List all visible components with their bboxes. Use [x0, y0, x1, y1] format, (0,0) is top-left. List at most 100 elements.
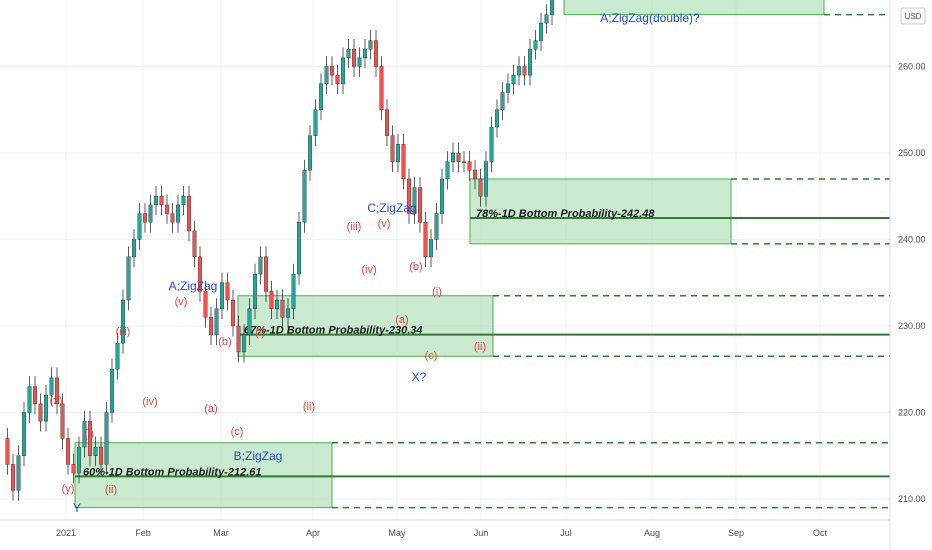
candle-body — [65, 438, 70, 465]
candle-body — [214, 308, 219, 335]
candle-body — [473, 170, 478, 180]
y-tick-label: 260.00 — [898, 62, 926, 72]
wave-label-major: A;ZigZag — [169, 279, 218, 293]
candle-body — [225, 282, 230, 301]
candle-body — [186, 196, 191, 232]
x-tick-label: 2021 — [56, 528, 76, 538]
candle-body — [104, 412, 109, 465]
candle-body — [126, 256, 131, 301]
wave-label-minor: (i) — [432, 286, 442, 298]
wave-label-minor: (c) — [231, 426, 244, 438]
candle-body — [208, 317, 213, 335]
candle-body — [544, 14, 549, 24]
candle-body — [313, 109, 318, 136]
currency-badge[interactable] — [900, 7, 926, 25]
candle-body — [16, 455, 21, 491]
candle-body — [10, 464, 15, 491]
candle-body — [82, 420, 87, 448]
candle-body — [291, 273, 296, 309]
candle-body — [423, 221, 428, 257]
candle-body — [407, 178, 412, 214]
candle-body — [341, 57, 346, 84]
candle-body — [385, 109, 390, 136]
candle-body — [120, 299, 125, 344]
candle-body — [346, 49, 351, 59]
wave-label-minor: (c) — [425, 350, 438, 362]
candle-body — [379, 66, 384, 110]
candle-body — [550, 0, 555, 15]
candle-body — [153, 196, 158, 206]
candle-body — [522, 66, 527, 76]
y-tick-label: 210.00 — [898, 494, 926, 504]
x-tick-label: Oct — [813, 528, 828, 538]
x-tick-label: Feb — [135, 528, 151, 538]
candle-body — [489, 126, 494, 162]
candle-body — [236, 325, 241, 353]
candle-body — [5, 438, 10, 465]
candle-body — [258, 256, 263, 275]
wave-label-minor: (i) — [255, 327, 265, 339]
candle-body — [434, 213, 439, 240]
candle-body — [539, 23, 544, 41]
wave-label-major: C;ZigZag — [367, 201, 416, 215]
candle-body — [280, 299, 285, 318]
candle-body — [269, 291, 274, 309]
candle-body — [49, 377, 54, 396]
zone-label: 67%-1D Bottom Probability-230.34 — [244, 325, 423, 337]
y-tick-label: 230.00 — [898, 321, 926, 331]
candle-body — [71, 464, 76, 474]
candle-body — [109, 369, 114, 413]
candle-body — [456, 152, 461, 162]
wave-label-major: X? — [412, 370, 427, 384]
time-axis[interactable]: 2021 Feb Mar Apr May Jun Jul Aug Sep Oct — [0, 519, 890, 538]
candle-body — [297, 221, 302, 275]
candle-body — [319, 83, 324, 110]
candle-body — [352, 49, 357, 67]
candle-body — [396, 144, 401, 162]
candle-body — [219, 282, 224, 309]
candle-body — [164, 204, 169, 214]
candle-body — [197, 256, 202, 292]
candle-body — [390, 135, 395, 162]
currency-label: USD — [905, 12, 922, 21]
grid-lines — [0, 0, 890, 520]
probability-zone-box — [469, 178, 732, 245]
candle-body — [478, 178, 483, 197]
wave-label-minor: (a) — [395, 314, 408, 326]
wave-label-minor: (b) — [409, 261, 422, 273]
candle-body — [44, 395, 49, 422]
zone-label: 78%-1D Bottom Probability-242.48 — [476, 208, 655, 220]
price-candles — [5, 0, 555, 501]
wave-label-major: A;ZigZag(double)? — [600, 11, 700, 25]
x-tick-label: Apr — [306, 528, 320, 538]
wave-label-minor: (v) — [175, 296, 188, 308]
wave-label-minor: (i) — [84, 428, 94, 440]
candle-body — [203, 291, 208, 318]
x-tick-label: Mar — [213, 528, 229, 538]
zone-label: 60%-1D Bottom Probability-212.61 — [83, 466, 262, 478]
candle-body — [247, 308, 252, 335]
wave-label-minor: (ii) — [474, 341, 486, 353]
candle-body — [87, 420, 92, 456]
candle-body — [131, 239, 136, 257]
candle-body — [511, 74, 516, 85]
candle-body — [252, 273, 257, 309]
x-tick-label: Jul — [560, 528, 572, 538]
probability-zone-box — [74, 442, 333, 509]
candle-body — [60, 403, 65, 439]
candle-body — [528, 49, 533, 76]
price-axis[interactable]: 310.00300.00290.00280.00270.00260.00250.… — [889, 0, 926, 550]
candle-body — [137, 213, 142, 240]
wave-label-minor: (iv) — [142, 396, 157, 408]
candle-body — [451, 152, 456, 162]
candle-body — [429, 239, 434, 257]
wave-label-minor: (y) — [62, 483, 75, 495]
candle-body — [55, 377, 60, 405]
y-tick-label: 240.00 — [898, 235, 926, 245]
candle-body — [324, 66, 329, 84]
candle-body — [368, 40, 373, 50]
candle-body — [412, 187, 417, 214]
wave-label-minor: (iv) — [361, 264, 376, 276]
wave-label-minor: (iii) — [116, 326, 131, 338]
